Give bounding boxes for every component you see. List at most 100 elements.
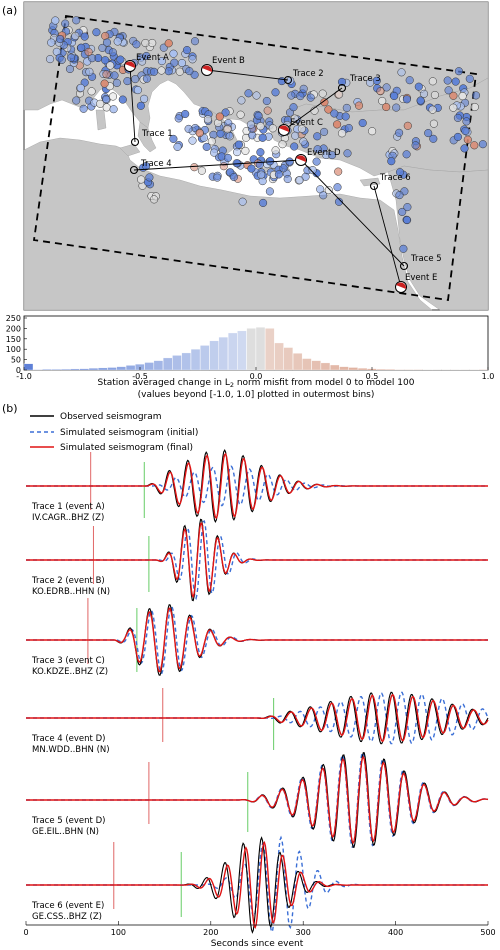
station-marker xyxy=(96,99,105,108)
seismogram-xticks: 0 100 200 300 400 500 xyxy=(23,921,496,937)
event-markers xyxy=(124,60,407,293)
station-marker xyxy=(403,216,412,225)
histogram-bar xyxy=(218,336,229,371)
event-label: Event A xyxy=(136,53,169,63)
histogram-bar xyxy=(181,352,191,371)
station-marker xyxy=(395,191,404,200)
station-marker xyxy=(256,122,265,131)
station-marker xyxy=(131,75,140,84)
trace-label: Trace 5 xyxy=(410,254,442,264)
station-marker xyxy=(203,115,212,124)
station-marker xyxy=(233,148,242,157)
histogram-bar xyxy=(70,368,80,371)
station-marker xyxy=(101,56,110,65)
seismogram-xtick-label: 400 xyxy=(388,928,403,937)
station-marker xyxy=(190,37,200,46)
seismogram-station-label: IV.CAGR..BHZ (Z) xyxy=(32,513,104,523)
station-marker xyxy=(221,108,230,117)
station-marker xyxy=(100,79,109,88)
station-marker xyxy=(108,48,117,57)
histogram-xtick-label: 0.0 xyxy=(250,372,263,381)
station-marker xyxy=(229,172,238,182)
station-marker xyxy=(72,96,81,105)
station-marker xyxy=(232,159,241,168)
legend: Observed seismogram Simulated seismogram… xyxy=(30,412,198,453)
station-marker xyxy=(85,67,94,76)
trace-station-marker xyxy=(369,181,379,191)
seismogram-xlabel: Seconds since event xyxy=(211,939,304,949)
seismogram-panel: Trace 5 (event D)GE.EIL..BHN (N) xyxy=(26,751,489,848)
station-marker xyxy=(430,90,439,100)
seismogram-panel: Trace 3 (event C)KO.KDZE..BHZ (Z) xyxy=(26,598,488,677)
station-marker xyxy=(392,103,401,112)
station-marker xyxy=(181,109,190,119)
histogram-bar xyxy=(228,332,238,371)
event-beachball-quadrant xyxy=(279,125,290,132)
station-marker xyxy=(241,146,250,155)
station-marker xyxy=(234,140,243,149)
histogram-bar xyxy=(88,368,99,371)
land-sicily xyxy=(119,143,141,157)
station-marker xyxy=(453,132,462,141)
station-marker xyxy=(463,135,472,144)
seismogram-panel: Trace 1 (event A)IV.CAGR..BHZ (Z) xyxy=(26,449,488,524)
station-marker xyxy=(299,137,308,146)
station-marker xyxy=(138,57,147,66)
station-marker xyxy=(297,124,306,133)
station-marker xyxy=(289,103,298,112)
station-marker xyxy=(342,103,351,112)
station-marker xyxy=(461,126,470,136)
station-marker xyxy=(296,92,305,101)
station-marker xyxy=(319,191,328,200)
seismogram-xtick-label: 500 xyxy=(480,928,495,937)
station-marker xyxy=(88,54,97,63)
histogram-bar xyxy=(376,369,386,371)
station-marker xyxy=(399,244,408,253)
station-marker xyxy=(285,157,294,166)
station-marker xyxy=(51,16,60,25)
station-marker xyxy=(47,38,56,47)
station-marker xyxy=(337,129,347,138)
station-marker xyxy=(344,123,353,133)
station-marker xyxy=(112,78,121,87)
station-marker xyxy=(219,162,228,171)
station-marker xyxy=(334,167,343,176)
histogram-bar xyxy=(209,340,219,371)
station-marker xyxy=(263,106,272,115)
histogram-bar xyxy=(98,367,108,371)
seismogram-station-label: KO.KDZE..BHZ (Z) xyxy=(32,667,108,677)
trace-label: Trace 4 xyxy=(140,159,172,169)
station-marker xyxy=(216,129,225,138)
histogram-ytick-label: 250 xyxy=(6,314,21,323)
map-panel: Event A Event B Event C Event D Event E Trace… xyxy=(23,1,489,311)
event-beachball-quadrant xyxy=(296,155,307,162)
station-marker xyxy=(92,28,101,37)
station-marker xyxy=(398,207,407,216)
station-marker xyxy=(157,66,166,75)
trace-station-marker xyxy=(337,83,347,93)
station-marker xyxy=(87,87,96,96)
seismogram-trace-label: Trace 1 (event A) xyxy=(31,502,105,512)
histogram-bar xyxy=(190,349,201,371)
histogram-bar xyxy=(311,360,321,371)
station-marker xyxy=(411,141,420,150)
trace-label: Trace 1 xyxy=(141,129,173,139)
station-marker xyxy=(149,67,159,76)
station-marker xyxy=(341,112,350,121)
station-marker xyxy=(184,124,193,133)
trace-station-marker xyxy=(283,75,293,85)
station-marker xyxy=(449,103,458,112)
station-marker xyxy=(278,140,287,149)
station-marker xyxy=(306,93,315,102)
histogram-bar xyxy=(23,363,34,371)
histogram-xlabel-part1: Station averaged change in L xyxy=(98,378,230,388)
station-marker xyxy=(290,142,299,151)
histogram-bar xyxy=(200,345,210,371)
seismogram-xtick-label: 100 xyxy=(111,928,126,937)
station-marker xyxy=(67,53,76,62)
trace-station-marker xyxy=(129,165,139,175)
station-marker xyxy=(213,173,222,182)
station-marker xyxy=(238,197,247,206)
histogram-bar xyxy=(163,357,173,371)
